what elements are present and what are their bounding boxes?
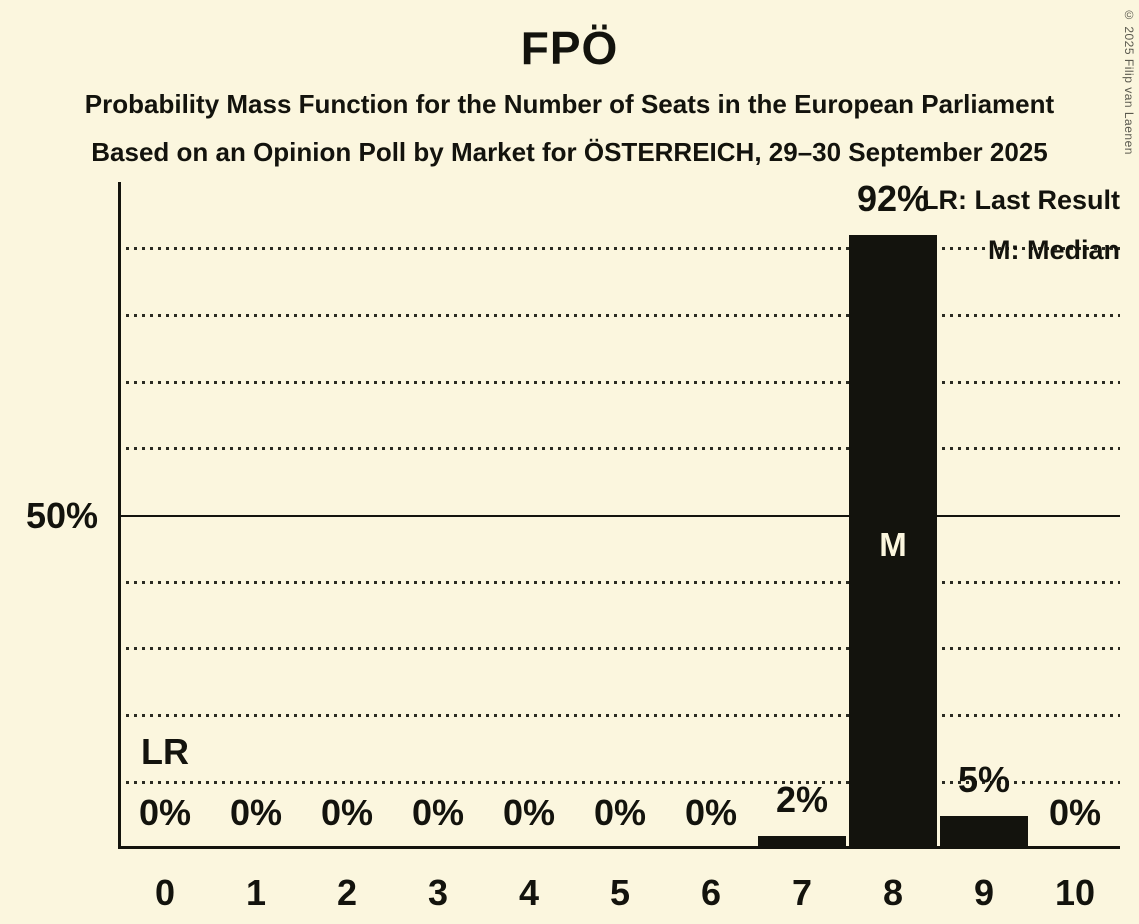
x-tick-label-2: 2 bbox=[336, 872, 358, 913]
x-tick-label-4: 4 bbox=[518, 872, 540, 913]
bar-value-label-seat-2: 0% bbox=[320, 792, 374, 833]
x-tick-label-0: 0 bbox=[154, 872, 176, 913]
x-tick-label-1: 1 bbox=[245, 872, 267, 913]
legend-median: M: Median bbox=[988, 235, 1120, 265]
last-result-marker: LR bbox=[141, 731, 189, 772]
chart-subtitle-line2: Based on an Opinion Poll by Market for Ö… bbox=[91, 137, 1048, 167]
bar-value-label-seat-1: 0% bbox=[229, 792, 283, 833]
y-axis-line bbox=[118, 182, 121, 849]
x-tick-label-8: 8 bbox=[882, 872, 904, 913]
gridline-80pct bbox=[118, 313, 1120, 317]
gridline-20pct bbox=[118, 714, 1120, 718]
bar-value-label-seat-9: 5% bbox=[957, 758, 1011, 800]
bar-seat-8 bbox=[849, 235, 937, 849]
chart-title: FPÖ bbox=[520, 22, 619, 74]
x-axis-line bbox=[118, 846, 1120, 849]
gridline-70pct bbox=[118, 380, 1120, 384]
x-tick-label-7: 7 bbox=[791, 872, 813, 913]
bar-value-label-seat-3: 0% bbox=[411, 792, 465, 833]
x-tick-label-3: 3 bbox=[427, 872, 449, 913]
y-axis-50-label: 50% bbox=[25, 495, 98, 536]
gridline-90pct bbox=[118, 247, 1120, 251]
x-tick-label-6: 6 bbox=[700, 872, 722, 913]
gridline-30pct bbox=[118, 647, 1120, 651]
bar-value-label-seat-8: 92% bbox=[856, 178, 930, 220]
gridline-50pct-solid bbox=[118, 514, 1120, 517]
bar-value-label-seat-6: 0% bbox=[684, 792, 738, 833]
chart-subtitle-line1: Probability Mass Function for the Number… bbox=[84, 89, 1055, 119]
gridline-60pct bbox=[118, 447, 1120, 451]
bar-value-label-seat-4: 0% bbox=[502, 792, 556, 833]
x-tick-label-5: 5 bbox=[609, 872, 631, 913]
x-tick-label-10: 10 bbox=[1054, 872, 1096, 913]
plot-area: 0% 0 0% 1 0% 2 0% 3 0% 4 0% 5 0% 6 2% 7 92% 8 5% 9 0% 10 LR M bbox=[118, 178, 1120, 912]
median-marker: M bbox=[879, 526, 907, 563]
bar-seat-9 bbox=[940, 815, 1028, 849]
copyright-notice: © 2025 Filip van Laenen bbox=[1122, 8, 1136, 155]
bar-value-label-seat-10: 0% bbox=[1048, 792, 1102, 833]
x-tick-label-9: 9 bbox=[973, 872, 995, 913]
legend-last-result: LR: Last Result bbox=[921, 185, 1120, 215]
bar-value-label-seat-7: 2% bbox=[775, 778, 829, 820]
bar-value-label-seat-0: 0% bbox=[138, 792, 192, 833]
gridline-10pct bbox=[118, 780, 1120, 784]
bar-value-label-seat-5: 0% bbox=[593, 792, 647, 833]
bar-seat-7 bbox=[758, 835, 846, 849]
gridline-40pct bbox=[118, 580, 1120, 584]
